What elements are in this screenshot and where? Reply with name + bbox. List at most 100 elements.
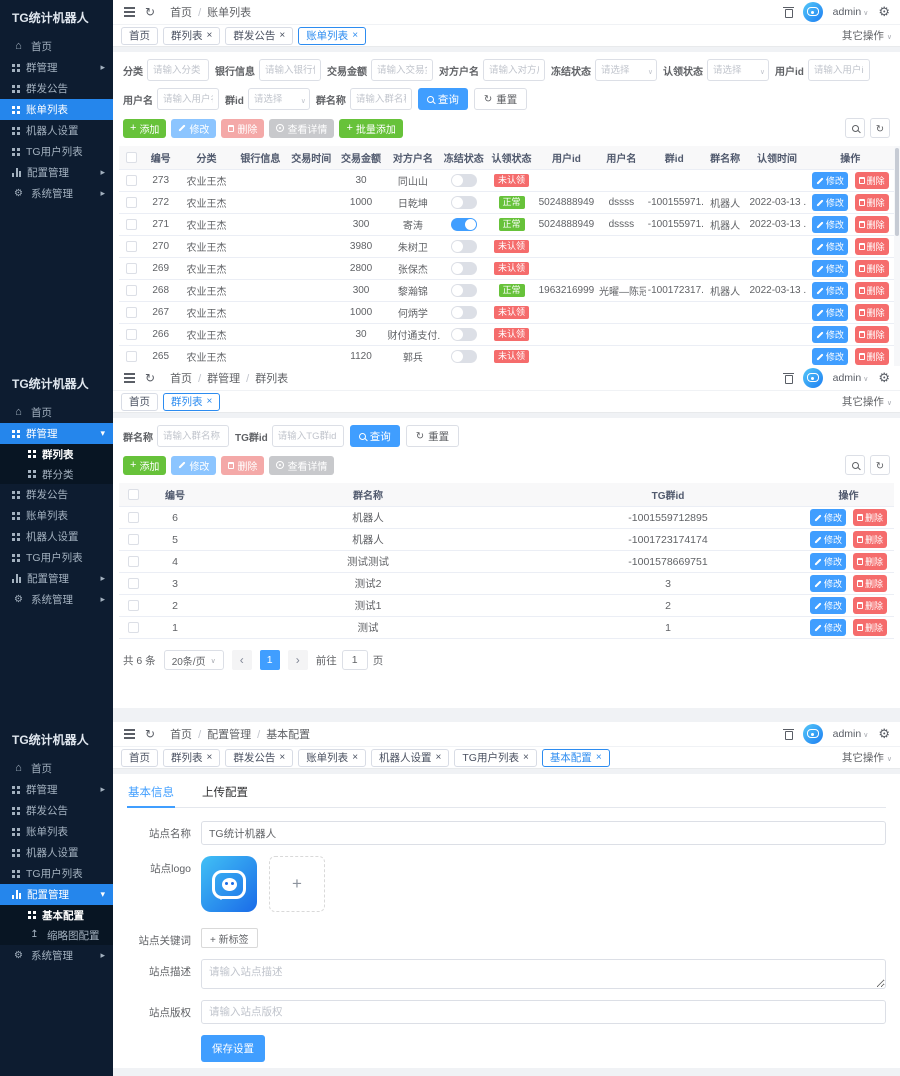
tab[interactable]: 账单列表 [298,26,367,45]
site-copyright-input[interactable] [201,1000,886,1024]
delete-button[interactable]: 删除 [852,531,887,548]
site-name-input[interactable] [201,821,886,845]
delete-button[interactable]: 删除 [854,194,889,211]
frozen-toggle[interactable] [450,196,477,209]
row-checkbox[interactable] [125,218,137,230]
form-tab[interactable]: 上传配置 [202,787,248,799]
other-operations-dropdown[interactable]: 其它操作 [842,28,892,43]
breadcrumb-item[interactable]: 基本配置 [251,726,310,742]
user-menu[interactable]: admin [833,728,869,740]
edit-button[interactable]: 修改 [811,348,848,365]
toolbar-button[interactable]: 删除 [221,118,265,138]
tab[interactable]: 群列表 [163,748,221,767]
sidebar-item[interactable]: 账单列表 [0,821,113,842]
site-logo-image[interactable] [201,856,257,912]
save-settings-button[interactable]: 保存设置 [201,1035,265,1062]
edit-button[interactable]: 修改 [811,216,848,233]
row-checkbox[interactable] [127,556,139,568]
frozen-toggle[interactable] [450,218,477,231]
filter-input[interactable] [807,59,870,81]
hamburger-icon[interactable] [124,377,135,379]
next-page-button[interactable] [287,650,308,670]
other-operations-dropdown[interactable]: 其它操作 [842,750,892,765]
filter-input[interactable] [483,59,545,81]
user-menu[interactable]: admin [833,372,869,384]
filter-input[interactable] [259,59,321,81]
filter-input[interactable] [247,88,310,110]
sidebar-item[interactable]: 群管理 [0,779,113,800]
gear-icon[interactable] [878,369,890,387]
breadcrumb-item[interactable]: 首页 [170,373,193,385]
delete-button[interactable]: 删除 [852,597,887,614]
sidebar-item[interactable]: 缩略图配置 [0,925,113,945]
close-icon[interactable] [523,753,529,763]
trash-icon[interactable] [783,729,795,740]
row-checkbox[interactable] [125,262,137,274]
sidebar-item[interactable]: 账单列表 [0,505,113,526]
edit-button[interactable]: 修改 [811,238,848,255]
tab[interactable]: 基本配置 [541,748,610,767]
delete-button[interactable]: 删除 [852,509,887,526]
delete-button[interactable]: 删除 [854,260,889,277]
avatar[interactable] [802,368,823,388]
search-button[interactable]: 查询 [417,88,468,110]
table-refresh-button[interactable] [870,455,890,475]
scrollbar-thumb[interactable] [895,148,899,236]
sidebar-item[interactable]: 系统管理 [0,183,113,204]
sidebar-item[interactable]: 系统管理 [0,589,113,610]
close-icon[interactable] [279,753,285,763]
scrollbar[interactable] [894,146,900,366]
delete-button[interactable]: 删除 [854,326,889,343]
form-tab[interactable]: 基本信息 [127,776,175,808]
row-checkbox[interactable] [127,534,139,546]
toolbar-button[interactable]: 修改 [171,118,217,138]
breadcrumb-item[interactable]: 配置管理 [192,726,251,742]
breadcrumb-item[interactable]: 群管理 [192,370,240,386]
page-size-select[interactable]: 20条/页 [163,650,224,670]
toolbar-button[interactable]: 批量添加 [339,118,403,138]
gear-icon[interactable] [878,725,890,743]
close-icon[interactable] [207,31,213,41]
edit-button[interactable]: 修改 [810,553,847,570]
tab[interactable]: 群发公告 [225,26,294,45]
prev-page-button[interactable] [231,650,252,670]
refresh-icon[interactable] [145,369,155,387]
trash-icon[interactable] [783,373,795,384]
filter-input[interactable] [707,59,769,81]
delete-button[interactable]: 删除 [854,304,889,321]
tab[interactable]: 群列表 [163,26,221,45]
sidebar-item[interactable]: 群管理 [0,57,113,78]
other-operations-dropdown[interactable]: 其它操作 [842,394,892,409]
breadcrumb-item[interactable]: 首页 [170,7,193,19]
toolbar-button[interactable]: 查看详情 [269,118,335,138]
filter-input[interactable] [595,59,657,81]
close-icon[interactable] [279,31,285,41]
row-checkbox[interactable] [125,196,137,208]
tab[interactable]: 首页 [121,748,158,767]
tab[interactable]: 首页 [121,26,158,45]
hamburger-icon[interactable] [124,11,135,13]
row-checkbox[interactable] [125,174,137,186]
reset-button[interactable]: 重置 [405,425,460,447]
gear-icon[interactable] [878,3,890,21]
breadcrumb-item[interactable]: 账单列表 [192,4,251,20]
edit-button[interactable]: 修改 [810,531,847,548]
filter-input[interactable] [271,425,344,447]
row-checkbox[interactable] [125,328,137,340]
edit-button[interactable]: 修改 [810,597,847,614]
user-menu[interactable]: admin [833,6,869,18]
row-checkbox[interactable] [125,284,137,296]
sidebar-item[interactable]: 首页 [0,758,113,779]
toolbar-button[interactable]: 添加 [123,118,167,138]
sidebar-item[interactable]: 机器人设置 [0,120,113,141]
delete-button[interactable]: 删除 [852,575,887,592]
new-tag-button[interactable]: + 新标签 [201,928,258,948]
reset-button[interactable]: 重置 [473,88,528,110]
search-button[interactable]: 查询 [349,425,400,447]
frozen-toggle[interactable] [450,284,477,297]
table-search-button[interactable] [845,118,865,138]
page-1-button[interactable]: 1 [259,650,280,670]
tab[interactable]: 群发公告 [225,748,294,767]
sidebar-item[interactable]: 群分类 [0,464,113,484]
breadcrumb-item[interactable]: 首页 [170,729,193,741]
